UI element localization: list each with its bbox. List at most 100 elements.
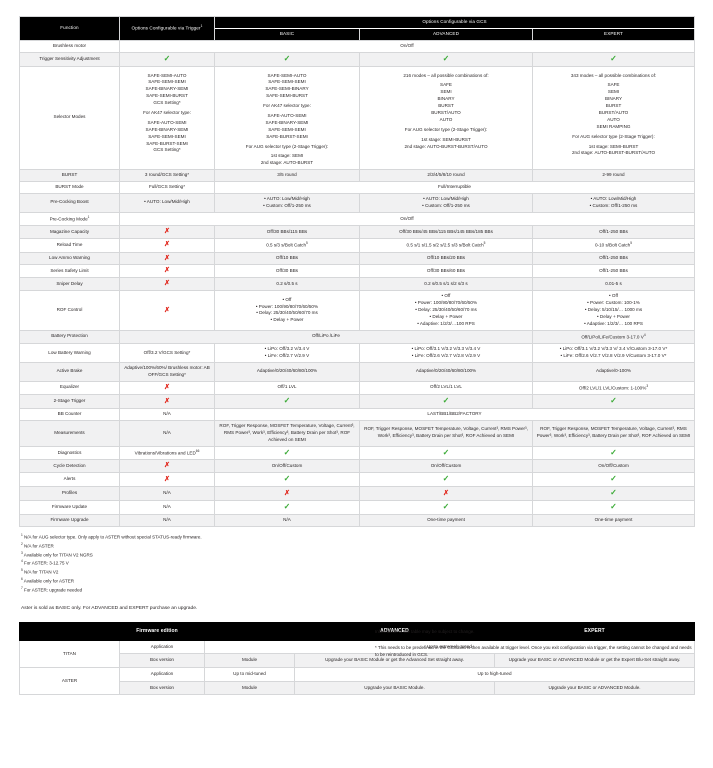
cell-basic: Off/30 BBs/115 BBs: [214, 225, 360, 240]
cell-advanced: ROF, Trigger Response, MOSFET Temperatur…: [359, 419, 533, 447]
cross-icon: ✗: [443, 489, 449, 497]
row-label: Firmware Upgrade: [19, 513, 120, 527]
cell-trigger: • AUTO: Low/Mid/High: [119, 193, 215, 213]
header-gcs: Options Configurable via GCS: [214, 16, 695, 29]
footnote-item: 3 Available only for TITAN V2 NGRS: [21, 550, 93, 558]
cell-basic: ROF, Trigger Response, MOSFET Temperatur…: [214, 419, 360, 447]
table-row: Equalizer ✗ Off/1 LVL Off/2 LVL/1 LVL Off/2 …: [19, 380, 695, 396]
cell-advanced: Off/30 BBs/45 BBs/115 BBs/145 BBs/185 BB…: [359, 225, 533, 240]
cell-advanced: Off/10 BBs/20 BBs: [359, 251, 533, 266]
cell-expert: Off/1-250 BBs: [532, 264, 695, 279]
cell-trigger: N/A: [119, 486, 215, 502]
brand-label: ASTER: [19, 667, 120, 696]
cell-expert: 2-99 round: [532, 169, 695, 183]
header-advanced: ADVANCED: [359, 27, 533, 41]
header-expert: EXPERT: [532, 27, 695, 41]
header-fw-expert: EXPERT: [494, 621, 696, 641]
cell-trigger: N/A: [119, 500, 215, 515]
table-row: Profiles N/A ✗ ✗ ✓: [19, 486, 695, 502]
check-icon: ✓: [610, 488, 617, 498]
cell-basic: 3/5 round: [214, 169, 360, 183]
cell-expert: ✓: [532, 445, 695, 461]
cell-expert: ROF, Trigger Response, MOSFET Temperatur…: [532, 419, 695, 447]
cell-basic: On/Off/Custom: [214, 459, 360, 474]
row-label: Active Brake: [19, 361, 120, 382]
row-label: 2-Stage Trigger: [19, 394, 120, 409]
table-row: Sniper Delay ✗ 0.2 s/0.5 s 0.2 s/0.5 s/1 s/…: [19, 277, 695, 292]
cell-advanced: On/Off/Custom: [359, 459, 533, 474]
table-row: BURST 3 round/GCS Setting* 3/5 round 2/3/4/…: [19, 169, 695, 183]
cell-trigger: ✓: [119, 51, 215, 67]
footnote-item: 6 Available only for ASTER: [21, 576, 74, 584]
footnotes-list: 1 N/A for AUG selector type. Only apply …: [21, 533, 341, 595]
cell-expert: ✓: [532, 472, 695, 488]
cell-basic: ✓: [214, 51, 360, 67]
header-function: Function: [19, 16, 120, 41]
star-note: * This needs to be predefined in the GCS…: [375, 645, 692, 658]
row-label: Brushless motor: [19, 39, 120, 53]
header-trigger: Options Configurable via Trigger1: [119, 16, 215, 41]
table-row: Low Battery Warning Off/3.2 V/GCS Setting…: [19, 343, 695, 363]
table-row: Low Ammo Warning ✗ Off/10 BBs Off/10 BBs/20…: [19, 251, 695, 266]
row-label: Series Safety Limit: [19, 264, 120, 279]
cell-basic: Off/30 BBs: [214, 264, 360, 279]
cell-basic: Up to mid-tuned: [203, 667, 296, 682]
cell-trigger: ✗: [119, 290, 215, 331]
cell-all: On/Off: [119, 39, 695, 53]
cell-expert: 343 modes – all possible combinations of…: [532, 65, 695, 171]
table-row: Reload Time ✗ 0.5 s/3 s/Bolt Catch5 0.5 s/1…: [19, 238, 695, 253]
table-row: Alerts ✗ ✓ ✓ ✓: [19, 472, 695, 488]
cell-expert: • LiPo: Off/3.1 V/3.2 V/3.3 V/ 3.4 V/Cus…: [532, 343, 695, 363]
cell-basic: • AUTO: Low/Mid/High • Custom: Off/1-250 …: [214, 193, 360, 213]
table-row: Firmware Update N/A ✓ ✓ ✓: [19, 500, 695, 515]
cell-trigger: ✗: [119, 459, 215, 474]
table-row: Active Brake Adaptive/100%/60%/ Brushless…: [19, 361, 695, 382]
table-row: 2-Stage Trigger ✗ ✓ ✓ ✓: [19, 394, 695, 409]
cell-basic: • LiPo: Off/3.2 V/3.4 V • LiFe: Off/2.7 V…: [214, 343, 360, 363]
specifications-table: Function Options Configurable via Trigge…: [19, 16, 695, 527]
cell-basic: ✓: [214, 500, 360, 515]
cell-basic: Module: [203, 653, 296, 669]
cell-advanced: ✓: [359, 394, 533, 409]
row-label: Pre-Cocking Boost: [19, 193, 120, 213]
check-icon: ✓: [442, 396, 450, 406]
cell-expert: Off/1-250 BBs: [532, 225, 695, 240]
kind-label: Application: [119, 667, 205, 682]
cell-trigger: ✗: [119, 394, 215, 409]
cell-expert: 0-10 s/Bolt Catch5: [532, 238, 695, 253]
cell-advanced: • AUTO: Low/Mid/High • Custom: Off/1-250 …: [359, 193, 533, 213]
cell-trigger-basic-advanced: Off/LiPo /LiFe: [119, 329, 533, 345]
cell-trigger: N/A: [119, 513, 215, 527]
cell-expert: • Off • Power: Custom: 100-1% • Delay: 5/1…: [532, 290, 695, 331]
row-label: Equalizer: [19, 380, 120, 396]
cell-expert: 0.01-5 s: [532, 277, 695, 292]
row-label: Low Battery Warning: [19, 343, 120, 363]
row-label: Sniper Delay: [19, 277, 120, 292]
firmware-row: Box version Module Upgrade your BASIC Modu…: [20, 680, 696, 696]
cell-basic: ✓: [214, 445, 360, 461]
cross-icon: ✗: [164, 241, 170, 249]
check-icon: ✓: [442, 502, 450, 512]
table-row: Selector Modes SAFE-SEMI-AUTO SAFE-SEMI-SE…: [19, 65, 695, 171]
cell-basic: Off/1 LVL: [214, 380, 360, 396]
table-row: Pre-Cocking Boost • AUTO: Low/Mid/High • A…: [19, 193, 695, 213]
cell-advanced: • LiPo: Off/3.1 V/3.2 V/3.3 V/3.4 V • LiF…: [359, 343, 533, 363]
cell-advanced: Off/30 BBs/60 BBs: [359, 264, 533, 279]
cross-icon: ✗: [164, 306, 170, 314]
cell-advanced: Adaptive/0/20/40/60/80/100%: [359, 361, 533, 382]
check-icon: ✓: [610, 502, 617, 512]
cell-basic: 0.5 s/3 s/Bolt Catch5: [214, 238, 360, 253]
cell-basic: ✗: [214, 486, 360, 502]
cell-trigger: Off/3.2 V/GCS Setting*: [119, 343, 215, 363]
cell-advanced: ✗: [359, 486, 533, 502]
cell-trigger: ✗: [119, 225, 215, 240]
cell-expert: Off/LiPo/LiFe/Custom 3-17.0 V4: [532, 329, 695, 345]
cell-trigger: Full/GCS Setting*: [119, 181, 215, 195]
table-header: Function Options Configurable via Trigge…: [19, 16, 695, 41]
table-row: Brushless motor On/Off: [19, 39, 695, 53]
check-icon: ✓: [283, 447, 291, 457]
cell-trigger: ✗: [119, 264, 215, 279]
cell-advanced: 216 modes – all possible combinations of…: [359, 65, 533, 171]
table-row: Firmware Upgrade N/A N/A One-time payment On…: [19, 513, 695, 527]
cell-expert: One-time payment: [532, 513, 695, 527]
